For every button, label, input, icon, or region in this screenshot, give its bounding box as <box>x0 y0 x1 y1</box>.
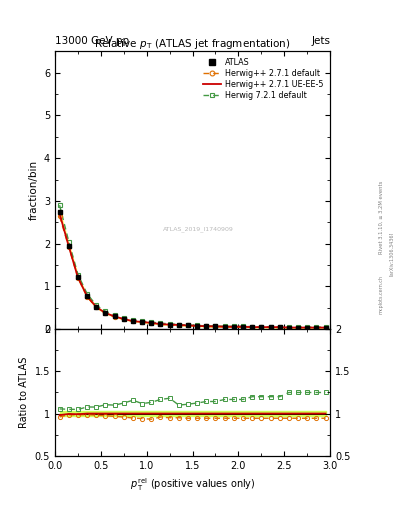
Text: 13000 GeV pp: 13000 GeV pp <box>55 36 129 46</box>
Text: Jets: Jets <box>311 36 330 46</box>
Y-axis label: Ratio to ATLAS: Ratio to ATLAS <box>19 357 29 428</box>
Y-axis label: fraction/bin: fraction/bin <box>28 160 39 220</box>
Text: Rivet 3.1.10, ≥ 3.2M events: Rivet 3.1.10, ≥ 3.2M events <box>379 181 384 254</box>
Text: mcplots.cern.ch: mcplots.cern.ch <box>379 275 384 314</box>
Text: [arXiv:1306.3436]: [arXiv:1306.3436] <box>389 231 393 275</box>
Text: ATLAS_2019_I1740909: ATLAS_2019_I1740909 <box>163 226 233 232</box>
X-axis label: $p_{\,\mathrm{T}}^{\,\mathrm{rel}}$ (positive values only): $p_{\,\mathrm{T}}^{\,\mathrm{rel}}$ (pos… <box>130 476 255 493</box>
Legend: ATLAS, Herwig++ 2.7.1 default, Herwig++ 2.7.1 UE-EE-5, Herwig 7.2.1 default: ATLAS, Herwig++ 2.7.1 default, Herwig++ … <box>201 55 326 102</box>
Title: Relative $p_{\mathrm{T}}$ (ATLAS jet fragmentation): Relative $p_{\mathrm{T}}$ (ATLAS jet fra… <box>94 37 291 51</box>
